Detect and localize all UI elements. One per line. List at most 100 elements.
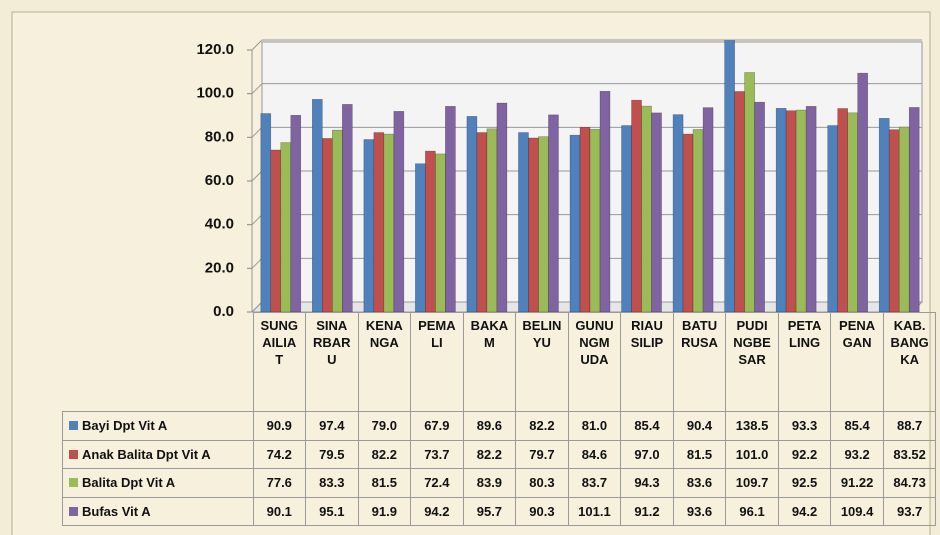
table-value: 83.7 bbox=[567, 468, 622, 498]
legend-entry: Balita Dpt Vit A bbox=[62, 468, 254, 498]
table-value: 101.0 bbox=[725, 439, 779, 469]
table-value: 91.2 bbox=[620, 496, 674, 526]
table-value: 83.6 bbox=[672, 468, 727, 498]
table-value: 74.2 bbox=[252, 439, 307, 469]
bar bbox=[827, 125, 838, 312]
bar bbox=[908, 107, 920, 312]
y-tick-label: 60.0 bbox=[205, 172, 234, 189]
legend-label: Bayi Dpt Vit A bbox=[82, 418, 168, 434]
bar bbox=[599, 90, 611, 312]
grid-line-side bbox=[251, 214, 263, 226]
legend-key bbox=[69, 421, 78, 431]
bar bbox=[260, 113, 272, 312]
table-value: 84.73 bbox=[882, 468, 937, 498]
bar bbox=[415, 163, 426, 312]
bar bbox=[579, 126, 591, 312]
table-value: 77.6 bbox=[252, 468, 307, 498]
table-value: 82.2 bbox=[357, 439, 412, 469]
bar bbox=[702, 107, 714, 312]
table-value: 79.5 bbox=[305, 439, 359, 469]
bar bbox=[837, 108, 848, 312]
table-value: 85.4 bbox=[620, 411, 674, 441]
table-value: 109.7 bbox=[725, 468, 779, 498]
table-header-row: SUNGAILIAT SINARBARU KENANGA PEMALI BAKAM BEL… bbox=[63, 312, 937, 412]
bar bbox=[754, 101, 765, 312]
bar bbox=[332, 129, 343, 312]
bar bbox=[847, 112, 858, 312]
table-value: 92.2 bbox=[777, 439, 832, 469]
bar bbox=[692, 129, 704, 312]
bar bbox=[425, 150, 436, 312]
legend-entry: Bufas Vit A bbox=[62, 496, 254, 526]
y-tick-label: 80.0 bbox=[205, 128, 234, 145]
legend-entry: Bayi Dpt Vit A bbox=[62, 411, 254, 441]
bar bbox=[651, 112, 662, 312]
table-value: 67.9 bbox=[410, 411, 464, 441]
grid-line-side bbox=[251, 126, 263, 138]
table-value: 90.9 bbox=[252, 411, 307, 441]
bar bbox=[898, 126, 910, 312]
bar bbox=[496, 102, 508, 312]
bar bbox=[270, 149, 282, 312]
bar bbox=[393, 111, 405, 312]
bar bbox=[518, 132, 529, 312]
table-value: 92.5 bbox=[777, 468, 832, 498]
bar bbox=[888, 129, 900, 312]
table-value: 94.2 bbox=[410, 496, 464, 526]
table-value: 93.3 bbox=[777, 411, 832, 441]
table-row: Anak Balita Dpt Vit A 74.2 79.5 82.2 73.7 82.… bbox=[62, 439, 937, 469]
table-row: Balita Dpt Vit A 77.6 83.3 81.5 72.4 83.9 80.3… bbox=[62, 468, 937, 498]
legend-label: Bufas Vit A bbox=[82, 503, 151, 519]
table-value: 83.52 bbox=[882, 439, 937, 469]
table-value: 93.2 bbox=[830, 439, 884, 469]
table-value: 93.7 bbox=[882, 496, 937, 526]
bar bbox=[466, 116, 478, 312]
table-corner bbox=[63, 313, 254, 412]
bar bbox=[724, 40, 735, 312]
table-value: 73.7 bbox=[410, 439, 464, 469]
table-value: 138.5 bbox=[725, 411, 779, 441]
table-value: 90.3 bbox=[515, 496, 569, 526]
table-value: 81.5 bbox=[672, 439, 727, 469]
x-tick-label: BELINYU bbox=[515, 312, 569, 412]
x-tick-label: PENAGAN bbox=[830, 312, 884, 412]
bar bbox=[878, 118, 890, 312]
x-tick-label: KENANGA bbox=[357, 312, 412, 412]
table-value: 83.3 bbox=[305, 468, 359, 498]
table-value: 91.9 bbox=[357, 496, 412, 526]
bar bbox=[476, 132, 488, 312]
bar bbox=[631, 99, 642, 312]
table-value: 97.0 bbox=[620, 439, 674, 469]
table-value: 90.4 bbox=[672, 411, 727, 441]
bar bbox=[589, 128, 601, 312]
y-tick-label: 20.0 bbox=[205, 259, 234, 276]
bar bbox=[744, 72, 755, 312]
legend-key bbox=[69, 506, 78, 516]
bar bbox=[682, 133, 694, 312]
x-tick-label: PETALING bbox=[777, 312, 832, 412]
y-tick-label: 0.0 bbox=[213, 303, 234, 320]
x-tick-label: BAKAM bbox=[462, 312, 517, 412]
legend-key bbox=[69, 449, 78, 459]
bar bbox=[734, 91, 745, 312]
bar bbox=[342, 104, 353, 312]
legend-key bbox=[69, 478, 78, 488]
table-value: 90.1 bbox=[252, 496, 307, 526]
table-value: 109.4 bbox=[830, 496, 884, 526]
bar bbox=[621, 125, 632, 312]
bar bbox=[435, 153, 446, 312]
y-tick-label: 100.0 bbox=[196, 85, 234, 102]
table-value: 83.9 bbox=[462, 468, 517, 498]
table-value: 82.2 bbox=[515, 411, 569, 441]
x-tick-label: PEMALI bbox=[410, 312, 464, 412]
table-value: 88.7 bbox=[882, 411, 937, 441]
bar bbox=[290, 114, 302, 312]
bar bbox=[641, 105, 652, 312]
bar bbox=[445, 106, 456, 312]
bar bbox=[785, 110, 797, 312]
x-tick-label: RIAUSILIP bbox=[620, 312, 674, 412]
table-value: 95.7 bbox=[462, 496, 517, 526]
x-tick-label: BATURUSA bbox=[672, 312, 727, 412]
grid-line-side bbox=[251, 301, 263, 313]
